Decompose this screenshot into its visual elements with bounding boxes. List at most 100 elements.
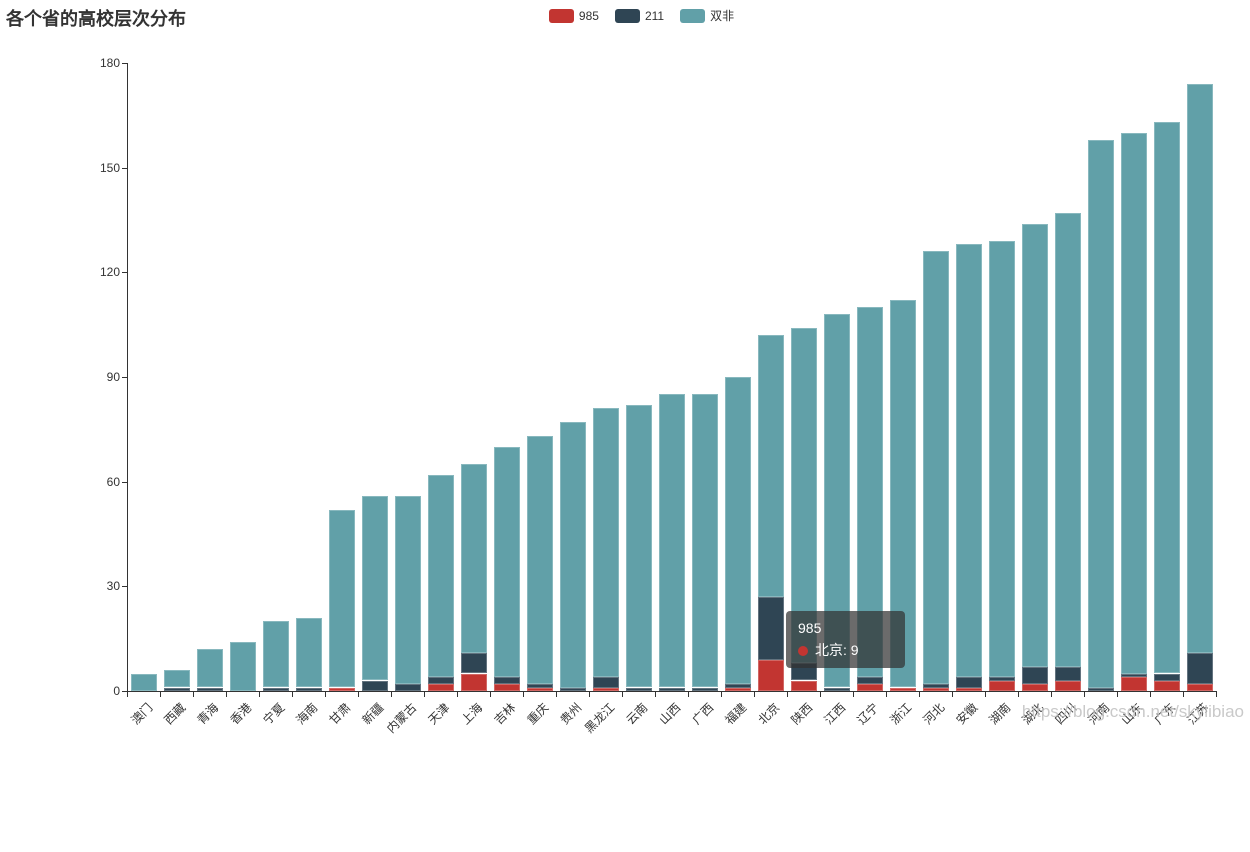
x-axis-tick	[1150, 692, 1151, 697]
bar-segment-双非-山西[interactable]	[658, 394, 685, 688]
bar-segment-211-西藏[interactable]	[163, 687, 190, 691]
bar-segment-双非-新疆[interactable]	[361, 495, 388, 681]
bar-segment-双非-天津[interactable]	[427, 474, 454, 678]
bar-segment-211-陕西[interactable]	[790, 663, 817, 681]
x-axis-tick	[1051, 692, 1052, 697]
bar-segment-985-上海[interactable]	[460, 673, 487, 691]
bar-segment-985-湖北[interactable]	[1021, 684, 1048, 691]
bar-segment-211-上海[interactable]	[460, 652, 487, 674]
bar-segment-211-山东[interactable]	[1120, 673, 1147, 678]
bar-segment-双非-澳门[interactable]	[130, 673, 157, 691]
bar-segment-双非-吉林[interactable]	[493, 446, 520, 678]
bar-segment-211-山西[interactable]	[658, 687, 685, 691]
bar-segment-双非-香港[interactable]	[229, 642, 256, 691]
bar-segment-211-江苏[interactable]	[1186, 652, 1213, 684]
bar-segment-211-河南[interactable]	[1087, 687, 1114, 691]
bar-segment-985-福建[interactable]	[724, 687, 751, 691]
x-axis-tick	[160, 692, 161, 697]
bar-segment-双非-山东[interactable]	[1120, 132, 1147, 674]
chart-root: 各个省的高校层次分布 985 211 双非 0 30 60 90 120 150 180 澳门 西藏…	[6, 7, 1250, 736]
legend-item-985[interactable]: 985	[548, 8, 599, 23]
bar-segment-双非-甘肃[interactable]	[328, 509, 355, 688]
bar-segment-211-福建[interactable]	[724, 684, 751, 688]
bar-segment-211-湖北[interactable]	[1021, 666, 1048, 684]
bar-segment-双非-西藏[interactable]	[163, 670, 190, 688]
watermark-text: https://blog.csdn.net/skylibiao	[1021, 702, 1244, 721]
y-axis-tick	[122, 167, 127, 169]
bar-segment-双非-江苏[interactable]	[1186, 83, 1213, 653]
bar-segment-211-广东[interactable]	[1153, 673, 1180, 681]
bar-segment-211-黑龙江[interactable]	[592, 677, 619, 688]
legend-swatch-211	[614, 8, 640, 23]
bar-segment-211-辽宁[interactable]	[856, 677, 883, 684]
bar-segment-双非-辽宁[interactable]	[856, 307, 883, 677]
legend: 985 211 双非	[33, 7, 1250, 24]
legend-item-211[interactable]: 211	[614, 8, 664, 23]
bar-segment-双非-海南[interactable]	[295, 617, 322, 688]
bar-segment-双非-福建[interactable]	[724, 377, 751, 684]
bar-segment-985-江苏[interactable]	[1186, 684, 1213, 691]
bar-segment-211-安徽[interactable]	[955, 677, 982, 688]
bar-segment-211-天津[interactable]	[427, 677, 454, 684]
bar-segment-双非-湖南[interactable]	[988, 240, 1015, 677]
legend-label: 985	[578, 8, 599, 23]
bar-segment-985-四川[interactable]	[1054, 680, 1081, 691]
bar-segment-双非-河南[interactable]	[1087, 139, 1114, 688]
bar-segment-双非-重庆[interactable]	[526, 436, 553, 684]
bar-segment-211-四川[interactable]	[1054, 666, 1081, 681]
legend-item-双非[interactable]: 双非	[680, 7, 734, 24]
x-axis-tick	[556, 692, 557, 697]
bar-segment-211-重庆[interactable]	[526, 684, 553, 688]
bar-segment-双非-北京[interactable]	[757, 335, 784, 597]
bar-segment-211-云南[interactable]	[625, 687, 652, 691]
bar-segment-985-湖南[interactable]	[988, 680, 1015, 691]
bar-segment-双非-贵州[interactable]	[559, 422, 586, 688]
x-axis-tick	[589, 692, 590, 697]
bar-segment-双非-广东[interactable]	[1153, 122, 1180, 674]
bar-segment-双非-青海[interactable]	[196, 649, 223, 688]
bar-segment-211-海南[interactable]	[295, 687, 322, 691]
bar-segment-211-青海[interactable]	[196, 687, 223, 691]
bar-segment-双非-四川[interactable]	[1054, 213, 1081, 667]
bar-segment-211-河北[interactable]	[922, 684, 949, 688]
bar-segment-985-吉林[interactable]	[493, 684, 520, 691]
bar-segment-985-浙江[interactable]	[889, 687, 916, 691]
x-axis-tick	[259, 692, 260, 697]
bar-segment-211-吉林[interactable]	[493, 677, 520, 684]
bar-segment-985-陕西[interactable]	[790, 680, 817, 691]
x-axis-tick	[886, 692, 887, 697]
bar-segment-985-重庆[interactable]	[526, 687, 553, 691]
bar-segment-211-贵州[interactable]	[559, 687, 586, 691]
bar-segment-211-广西[interactable]	[691, 687, 718, 691]
bar-segment-211-江西[interactable]	[823, 687, 850, 691]
x-axis-tick	[1117, 692, 1118, 697]
bar-segment-双非-浙江[interactable]	[889, 300, 916, 688]
bar-segment-211-新疆[interactable]	[361, 680, 388, 691]
bar-segment-985-广东[interactable]	[1153, 680, 1180, 691]
bar-segment-985-辽宁[interactable]	[856, 684, 883, 691]
bar-segment-双非-广西[interactable]	[691, 394, 718, 688]
bar-segment-双非-江西[interactable]	[823, 314, 850, 688]
x-axis-tick	[655, 692, 656, 697]
bar-segment-211-内蒙古[interactable]	[394, 684, 421, 691]
bar-segment-双非-内蒙古[interactable]	[394, 495, 421, 684]
bar-segment-双非-湖北[interactable]	[1021, 223, 1048, 667]
bar-segment-985-黑龙江[interactable]	[592, 687, 619, 691]
bar-segment-双非-陕西[interactable]	[790, 328, 817, 664]
bar-segment-985-安徽[interactable]	[955, 687, 982, 691]
bar-segment-双非-云南[interactable]	[625, 404, 652, 688]
bar-segment-双非-河北[interactable]	[922, 251, 949, 684]
bar-segment-985-甘肃[interactable]	[328, 687, 355, 691]
bar-segment-双非-安徽[interactable]	[955, 244, 982, 677]
bar-segment-985-河北[interactable]	[922, 687, 949, 691]
y-axis-label: 120	[99, 265, 120, 280]
bar-segment-985-山东[interactable]	[1120, 677, 1147, 691]
bar-segment-211-北京[interactable]	[757, 596, 784, 660]
bar-segment-双非-宁夏[interactable]	[262, 621, 289, 688]
bar-segment-211-宁夏[interactable]	[262, 687, 289, 691]
bar-segment-985-北京[interactable]	[757, 659, 784, 691]
bar-segment-985-天津[interactable]	[427, 684, 454, 691]
bar-segment-211-湖南[interactable]	[988, 677, 1015, 681]
bar-segment-双非-黑龙江[interactable]	[592, 408, 619, 677]
bar-segment-双非-上海[interactable]	[460, 464, 487, 653]
